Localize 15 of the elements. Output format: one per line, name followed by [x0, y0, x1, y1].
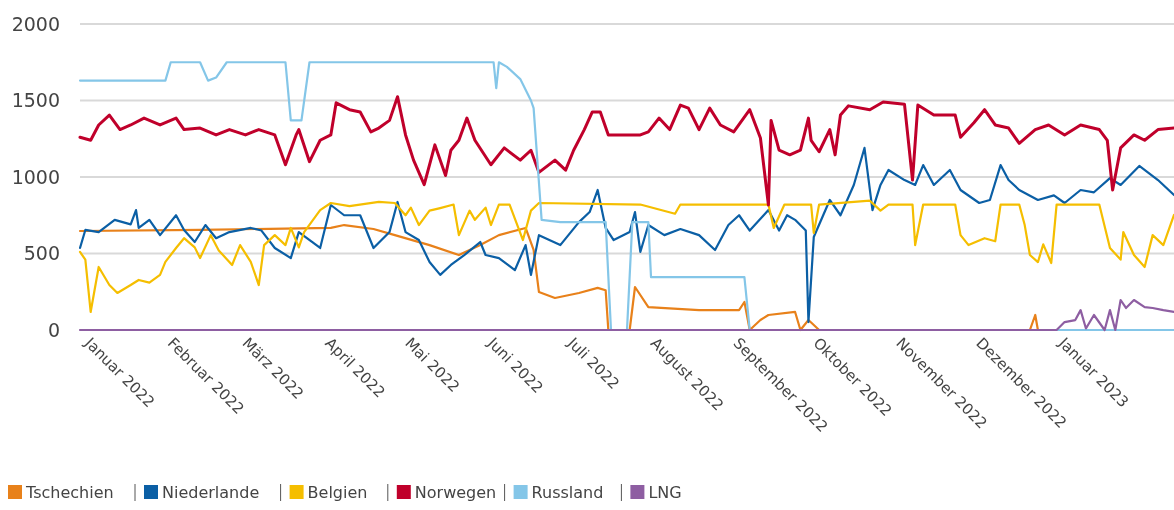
legend-label: Russland	[531, 483, 604, 502]
y-tick-label: 1500	[11, 89, 60, 112]
y-tick-label: 2000	[11, 12, 60, 35]
y-tick-label: 500	[23, 242, 60, 265]
line-series	[78, 95, 1174, 207]
legend-label: Tschechien	[25, 483, 114, 502]
legend-label: Norwegen	[414, 483, 497, 502]
line-series	[78, 199, 1174, 314]
line-series	[78, 298, 1174, 332]
line-series	[78, 146, 1174, 324]
y-tick-label: 0	[47, 318, 60, 341]
legend-label: Belgien	[307, 483, 368, 502]
y-tick-label: 1000	[11, 165, 60, 188]
legend-label: LNG	[648, 483, 682, 502]
legend-label: Niederlande	[162, 483, 260, 502]
